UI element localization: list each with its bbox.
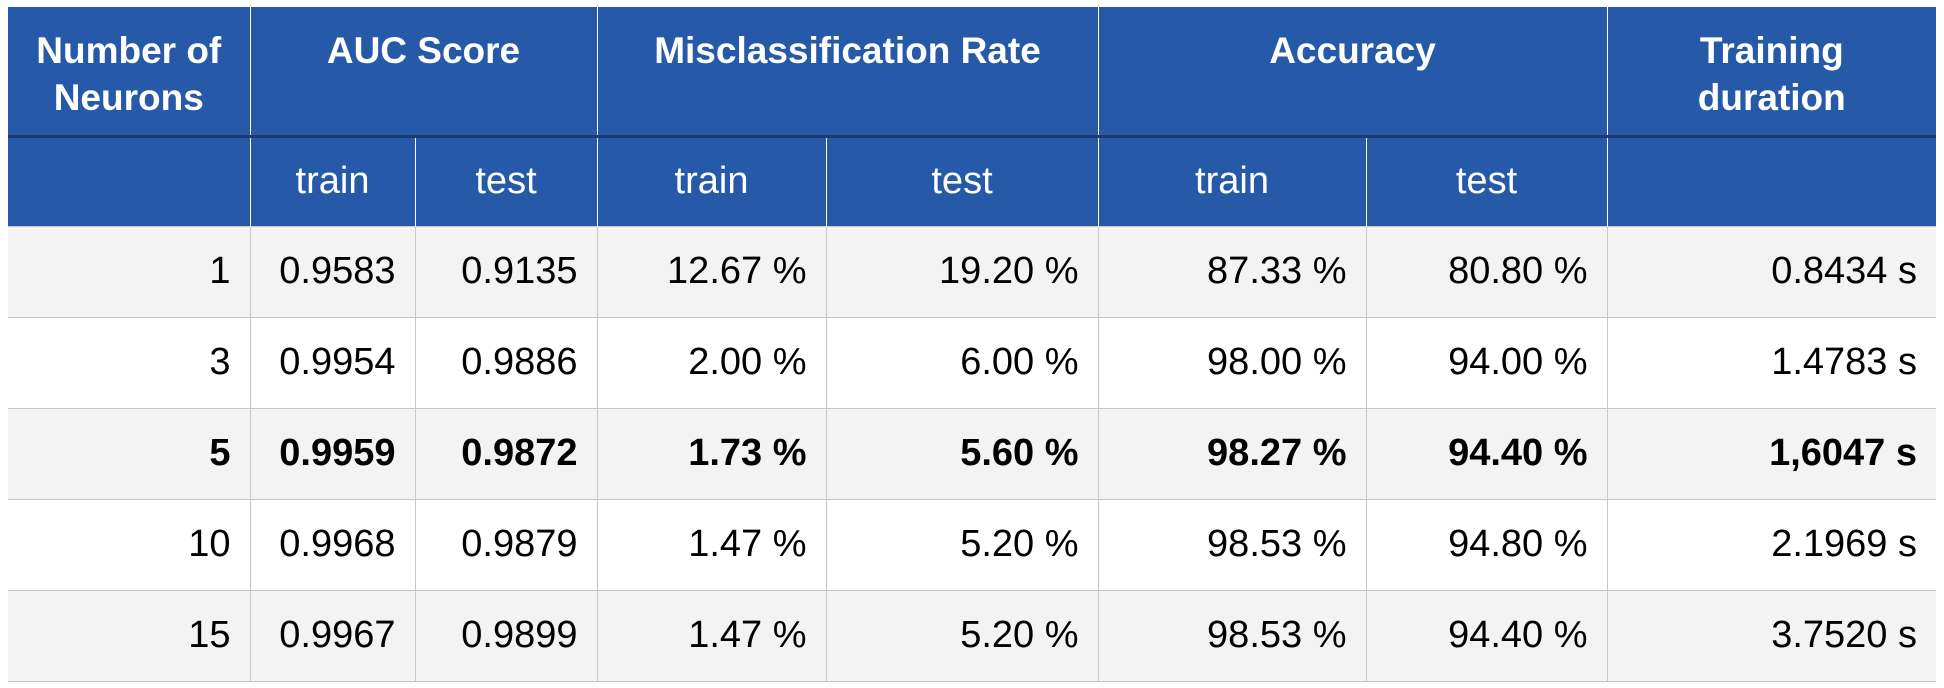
subheader-acc-train: train <box>1097 136 1367 226</box>
cell-acc-train: 98.53 % <box>1097 589 1367 682</box>
subheader-empty-right <box>1606 136 1937 226</box>
subheader-mis-test: test <box>825 136 1099 226</box>
cell-auc-test: 0.9872 <box>414 407 598 500</box>
results-table: Number of Neurons AUC Score Misclassific… <box>8 7 1937 682</box>
table-row: 10 0.9968 0.9879 1.47 % 5.20 % 98.53 % 9… <box>8 498 1937 591</box>
cell-auc-test: 0.9135 <box>414 225 598 318</box>
cell-mis-train: 1.73 % <box>596 407 827 500</box>
subheader-auc-train: train <box>249 136 416 226</box>
cell-acc-train: 87.33 % <box>1097 225 1367 318</box>
cell-mis-train: 1.47 % <box>596 589 827 682</box>
cell-duration: 3.7520 s <box>1606 589 1937 682</box>
header-training-line1: Training <box>1699 30 1844 71</box>
cell-acc-test: 94.40 % <box>1365 589 1608 682</box>
header-misclassification-rate: Misclassification Rate <box>596 7 1099 138</box>
cell-neurons: 10 <box>8 498 251 591</box>
table-row: 1 0.9583 0.9135 12.67 % 19.20 % 87.33 % … <box>8 225 1937 318</box>
cell-auc-train: 0.9954 <box>249 316 416 409</box>
cell-auc-train: 0.9967 <box>249 589 416 682</box>
header-training-duration: Training duration <box>1606 7 1937 138</box>
cell-mis-train: 12.67 % <box>596 225 827 318</box>
header-number-of-neurons: Number of Neurons <box>8 7 251 138</box>
cell-neurons: 1 <box>8 225 251 318</box>
table-row-highlighted: 5 0.9959 0.9872 1.73 % 5.60 % 98.27 % 94… <box>8 407 1937 500</box>
header-row-sub: train test train test train test <box>8 136 1937 226</box>
cell-auc-train: 0.9959 <box>249 407 416 500</box>
cell-mis-test: 19.20 % <box>825 225 1099 318</box>
header-training-line2: duration <box>1697 77 1846 118</box>
subheader-mis-train: train <box>596 136 827 226</box>
cell-mis-test: 6.00 % <box>825 316 1099 409</box>
table-row: 15 0.9967 0.9899 1.47 % 5.20 % 98.53 % 9… <box>8 589 1937 682</box>
cell-acc-test: 94.00 % <box>1365 316 1608 409</box>
cell-acc-train: 98.53 % <box>1097 498 1367 591</box>
cell-mis-test: 5.20 % <box>825 498 1099 591</box>
header-accuracy: Accuracy <box>1097 7 1608 138</box>
subheader-auc-test: test <box>414 136 598 226</box>
cell-auc-train: 0.9968 <box>249 498 416 591</box>
cell-neurons: 5 <box>8 407 251 500</box>
cell-auc-train: 0.9583 <box>249 225 416 318</box>
cell-acc-train: 98.27 % <box>1097 407 1367 500</box>
subheader-empty-left <box>8 136 251 226</box>
cell-duration: 0.8434 s <box>1606 225 1937 318</box>
subheader-acc-test: test <box>1365 136 1608 226</box>
cell-duration: 1.4783 s <box>1606 316 1937 409</box>
table-row: 3 0.9954 0.9886 2.00 % 6.00 % 98.00 % 94… <box>8 316 1937 409</box>
cell-mis-test: 5.20 % <box>825 589 1099 682</box>
cell-acc-train: 98.00 % <box>1097 316 1367 409</box>
cell-neurons: 15 <box>8 589 251 682</box>
cell-duration: 2.1969 s <box>1606 498 1937 591</box>
cell-auc-test: 0.9879 <box>414 498 598 591</box>
cell-auc-test: 0.9899 <box>414 589 598 682</box>
cell-acc-test: 80.80 % <box>1365 225 1608 318</box>
header-auc-score: AUC Score <box>249 7 598 138</box>
header-row-main: Number of Neurons AUC Score Misclassific… <box>8 7 1937 138</box>
cell-acc-test: 94.40 % <box>1365 407 1608 500</box>
cell-duration: 1,6047 s <box>1606 407 1937 500</box>
cell-auc-test: 0.9886 <box>414 316 598 409</box>
header-neurons-line1: Number of <box>36 30 222 71</box>
cell-mis-train: 1.47 % <box>596 498 827 591</box>
cell-mis-train: 2.00 % <box>596 316 827 409</box>
cell-neurons: 3 <box>8 316 251 409</box>
header-neurons-line2: Neurons <box>53 77 204 118</box>
cell-acc-test: 94.80 % <box>1365 498 1608 591</box>
cell-mis-test: 5.60 % <box>825 407 1099 500</box>
